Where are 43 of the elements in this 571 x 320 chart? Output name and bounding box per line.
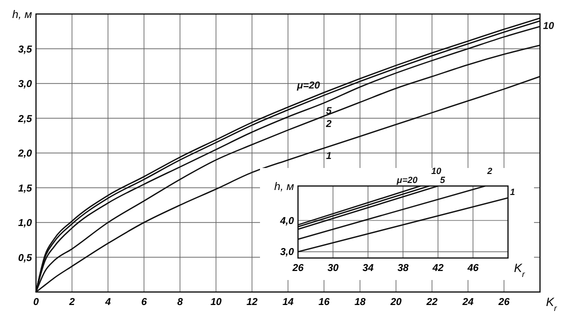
series-label: 5 — [440, 175, 446, 185]
x-tick-label: 4 — [104, 297, 112, 308]
y-tick-label: 3,5 — [18, 44, 32, 56]
series-label: 1 — [510, 186, 516, 197]
x-tick-label: 6 — [141, 297, 148, 308]
x-tick-label: 26 — [497, 297, 510, 308]
x-tick-label: 20 — [389, 297, 402, 308]
series-label: 10 — [431, 166, 442, 176]
y-tick-label: 1,0 — [18, 218, 32, 229]
y-tick-label: 0,5 — [18, 252, 32, 264]
x-tick-label: 30 — [327, 263, 339, 274]
series-label: 1 — [326, 151, 332, 162]
x-tick-label: 42 — [431, 263, 444, 274]
x-tick-label: 8 — [177, 297, 184, 308]
x-tick-label: 0 — [33, 297, 40, 308]
x-tick-label: 22 — [425, 297, 438, 308]
x-tick-label: 38 — [397, 263, 409, 274]
y-tick-label: 2,5 — [17, 114, 32, 125]
x-tick-label: 18 — [354, 297, 366, 308]
y-tick-label: 3,0 — [18, 79, 32, 90]
x-tick-label: 12 — [246, 297, 258, 308]
x-tick-label: 34 — [362, 263, 374, 274]
x-axis-title: K$_{r}$ — [514, 261, 526, 279]
y-tick-label: 1,5 — [18, 183, 32, 194]
x-tick-label: 14 — [282, 297, 294, 308]
y-axis-title: h, м — [274, 181, 294, 193]
x-tick-label: 24 — [461, 297, 474, 308]
y-axis-title: h, м — [12, 9, 32, 21]
x-tick-label: 16 — [318, 297, 330, 308]
series-label: 5 — [326, 106, 332, 117]
x-tick-label: 46 — [466, 263, 479, 274]
series-label: 2 — [486, 166, 492, 176]
series-label: 2 — [325, 119, 332, 130]
series-label: μ=20 — [296, 80, 320, 92]
series-label: μ=20 — [396, 175, 418, 185]
series-label: 10 — [543, 20, 555, 32]
y-tick-label: 2,0 — [17, 148, 32, 160]
x-axis-title: K$_{r}$ — [546, 295, 558, 313]
x-tick-label: 10 — [210, 297, 222, 308]
x-tick-label: 2 — [68, 297, 76, 308]
y-tick-label: 3,0 — [280, 247, 294, 258]
x-tick-label: 26 — [291, 263, 304, 274]
y-tick-label: 4,0 — [279, 216, 294, 227]
